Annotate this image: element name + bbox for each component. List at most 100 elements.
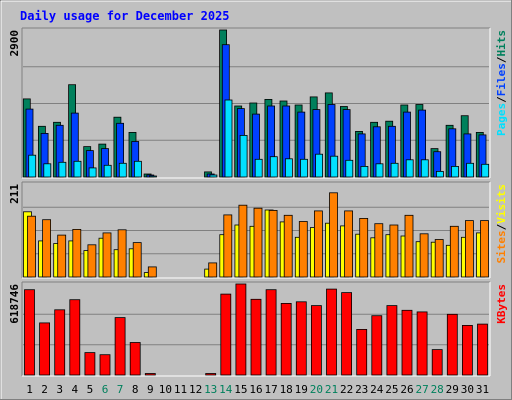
x-label-day-24: 24 — [370, 383, 384, 396]
x-label-day-11: 11 — [174, 383, 187, 396]
top-bar-pages-day-3 — [58, 161, 67, 178]
top-bar-pages-day-14 — [224, 99, 233, 178]
middle-bar-sites-day-29 — [449, 225, 459, 278]
middle-bar-sites-day-15 — [238, 204, 248, 278]
middle-bar-sites-day-7 — [117, 229, 127, 278]
x-label-day-7: 7 — [117, 383, 124, 396]
top-bar-pages-day-26 — [405, 159, 414, 178]
top-bar-pages-day-2 — [43, 163, 52, 178]
bottom-bar-kbytes-day-24 — [371, 315, 383, 376]
x-axis-labels: 1 2 3 4 5 6 7 8 9 10 11 12 13 14 15 16 17 18 19 20 21 22 23 24 2… — [26, 383, 489, 396]
bottom-y-max-label: 618746 — [8, 284, 21, 324]
x-label-day-21: 21 — [325, 383, 338, 396]
x-label-day-10: 10 — [159, 383, 172, 396]
middle-bar-sites-day-26 — [404, 214, 414, 278]
middle-legend-separator: / — [495, 223, 508, 230]
top-bar-pages-day-22 — [345, 159, 354, 178]
bottom-bar-kbytes-day-17 — [265, 289, 277, 376]
x-label-day-30: 30 — [461, 383, 474, 396]
middle-bar-sites-day-6 — [102, 232, 112, 278]
middle-bar-sites-day-31 — [480, 220, 489, 278]
x-label-day-26: 26 — [400, 383, 413, 396]
bottom-bar-kbytes-day-25 — [386, 305, 398, 376]
top-bar-pages-day-1 — [28, 154, 37, 178]
top-bar-pages-day-6 — [103, 164, 112, 178]
bottom-bar-kbytes-day-4 — [69, 299, 81, 376]
bottom-bar-kbytes-day-30 — [461, 324, 473, 376]
middle-bar-sites-day-5 — [87, 244, 97, 278]
x-label-day-25: 25 — [385, 383, 398, 396]
middle-bar-sites-day-1 — [27, 215, 36, 278]
top-bar-pages-day-30 — [466, 162, 475, 178]
x-label-day-22: 22 — [340, 383, 353, 396]
bottom-bar-kbytes-day-6 — [99, 354, 111, 376]
top-legend-separator: / — [495, 96, 508, 103]
top-bar-pages-day-7 — [118, 162, 127, 178]
top-bar-pages-day-4 — [73, 160, 82, 178]
middle-legend-visits: Visits — [495, 184, 508, 224]
middle-bar-sites-day-9 — [147, 266, 157, 278]
middle-legend: Sites/Visits — [495, 184, 508, 264]
bottom-bar-kbytes-day-14 — [220, 293, 232, 376]
x-label-day-9: 9 — [147, 383, 154, 396]
bottom-bar-kbytes-day-31 — [477, 323, 488, 376]
bottom-bar-kbytes-day-9 — [144, 373, 156, 376]
top-legend: Pages/Files/Hits — [495, 30, 508, 136]
top-legend-files: Files — [495, 63, 508, 96]
middle-panel: 211 Sites/Visits — [8, 181, 508, 279]
top-bar-pages-day-17 — [269, 156, 278, 178]
bottom-bar-kbytes-day-22 — [341, 292, 353, 376]
x-label-day-31: 31 — [476, 383, 489, 396]
middle-bar-sites-day-28 — [434, 239, 444, 278]
top-bar-pages-day-15 — [239, 134, 248, 178]
bottom-bar-kbytes-day-23 — [356, 328, 368, 376]
top-bar-pages-day-19 — [300, 158, 308, 178]
middle-bar-sites-day-3 — [57, 234, 67, 278]
top-bar-pages-day-25 — [390, 162, 399, 178]
middle-bar-sites-day-21 — [329, 192, 338, 278]
middle-bar-sites-day-18 — [283, 214, 293, 278]
top-bar-pages-day-24 — [375, 163, 384, 178]
top-bar-pages-day-28 — [435, 170, 444, 178]
bottom-bar-kbytes-day-7 — [114, 317, 126, 376]
top-bar-pages-day-20 — [315, 153, 324, 178]
top-legend-separator: / — [495, 56, 508, 63]
middle-bar-sites-day-13 — [208, 262, 218, 278]
bottom-bar-kbytes-day-15 — [235, 283, 247, 376]
x-label-day-5: 5 — [87, 383, 94, 396]
x-label-day-15: 15 — [234, 383, 247, 396]
x-label-day-1: 1 — [26, 383, 33, 396]
chart-title: Daily usage for December 2025 — [20, 9, 230, 23]
bottom-bar-kbytes-day-5 — [84, 352, 96, 376]
x-label-day-23: 23 — [355, 383, 368, 396]
bottom-bar-kbytes-day-8 — [129, 342, 141, 376]
top-bar-pages-day-8 — [133, 160, 142, 178]
bottom-bar-kbytes-day-1 — [24, 289, 35, 376]
x-label-day-3: 3 — [56, 383, 63, 396]
x-label-day-2: 2 — [41, 383, 48, 396]
top-bar-pages-day-9 — [149, 175, 157, 178]
middle-bar-sites-day-16 — [253, 207, 263, 278]
x-label-day-19: 19 — [295, 383, 308, 396]
top-bar-pages-day-16 — [254, 158, 263, 178]
x-label-day-17: 17 — [264, 383, 277, 396]
x-label-day-13: 13 — [204, 383, 217, 396]
top-bar-pages-day-31 — [481, 163, 490, 178]
bottom-bar-kbytes-day-13 — [205, 373, 217, 376]
bottom-panel: 618746 KBytes — [8, 281, 508, 377]
bottom-bar-kbytes-day-20 — [310, 305, 322, 376]
x-label-day-16: 16 — [249, 383, 262, 396]
top-y-max-label: 2900 — [8, 30, 21, 57]
middle-bar-sites-day-14 — [223, 214, 233, 278]
middle-bar-sites-day-8 — [132, 242, 142, 278]
x-label-day-29: 29 — [446, 383, 459, 396]
bottom-legend: KBytes — [495, 284, 508, 324]
top-bar-pages-day-5 — [88, 167, 97, 178]
middle-bar-sites-day-27 — [419, 233, 429, 278]
x-label-day-18: 18 — [280, 383, 293, 396]
middle-bar-sites-day-20 — [313, 210, 323, 278]
top-bar-pages-day-27 — [420, 159, 429, 178]
middle-bar-sites-day-4 — [72, 228, 82, 278]
